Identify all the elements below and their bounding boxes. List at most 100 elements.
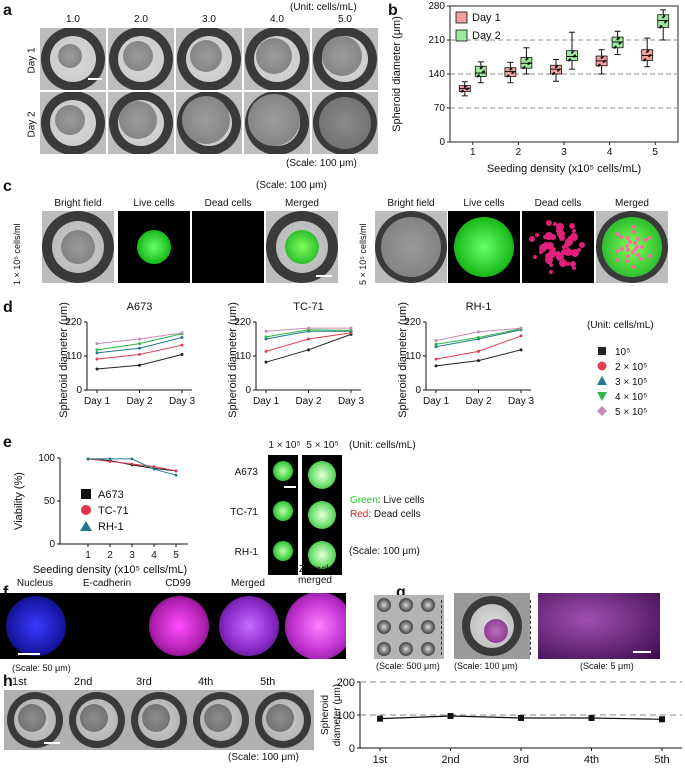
data-point [512,70,515,74]
x-tick-label: Day 2 [465,396,492,407]
y-tick-label: 280 [428,1,445,12]
dead-cell-dot [556,230,565,239]
dead-cell-dot [549,270,554,275]
data-point [660,25,663,28]
legend-marker [597,406,607,416]
spheroid [80,704,108,732]
panel-g-surface-image [538,593,660,659]
data-point [108,457,112,461]
chart-e: 0 50 100 1 2 3 4 5 A673 TC-71 RH-1 Viability (%) See… [13,453,188,576]
panel-e-scale: (Scale: 100 μm) [349,546,420,557]
x-tick-label: Day 3 [508,396,535,407]
x-tick-label: 5 [652,147,658,158]
dead-cell-dot [547,249,556,258]
box [566,50,578,61]
panel-d-unit: (Unit: cells/mL) [587,320,654,331]
zoom-line [530,600,531,655]
panel-f-spheroid-3 [149,596,209,656]
panel-h-col-1: 1st [12,676,27,688]
panel-e-image-small [268,455,298,495]
panel-a-unit: (Unit: cells/mL) [290,2,357,13]
data-point [180,331,184,335]
data-point [461,89,464,93]
y-axis-label-2: diameter (μm) [332,684,343,746]
panel-a-scale: (Scale: 100 μm) [286,158,357,169]
data-point [518,714,524,721]
dead-cell-dot [625,243,630,248]
merged-spheroid [285,230,319,264]
y-tick-label: 70 [434,103,446,114]
x-tick-label: 4 [607,147,613,158]
dead-cell-dot [546,242,555,251]
data-point [264,337,268,341]
legend-marker [81,489,91,499]
data-point [95,351,99,355]
microwell [421,642,435,656]
panel-h-image-1 [4,690,66,750]
y-tick-label: 0 [76,385,82,396]
microwell [377,620,391,634]
merged-image [596,211,668,283]
scale-bar [88,78,102,80]
panel-d-title: TC-71 [293,301,324,313]
dead-cell-dot [638,257,643,262]
panel-f-spheroid-5 [285,593,346,659]
bright-field-image [42,211,114,283]
legend-marker [80,521,92,531]
dead-cell-dot [631,230,636,235]
live-cells-image [118,211,190,283]
panel-label-g: g [396,584,406,601]
panel-h-image-3 [128,690,190,750]
chart-b: 0 70 140 210 280 1 2 3 4 5 Day 1 Day 2 Spheroid diam… [391,1,679,175]
x-tick-label: Day 2 [126,396,153,407]
panel-a-col-5: 5.0 [338,14,352,25]
data-point [477,74,480,77]
data-point [264,335,268,339]
spheroid [273,541,293,561]
x-tick-label: 1 [85,550,91,561]
legend-label: 5 × 10⁵ [615,407,647,418]
data-point [434,339,438,343]
spheroid [182,96,230,144]
data-point [477,349,480,353]
dead-cell-dot [553,222,558,227]
data-point [307,337,310,341]
panel-a-row-day1: Day 1 [26,47,38,74]
y-tick-label: 220 [65,317,82,328]
data-point [264,360,268,364]
data-point [130,462,134,466]
legend-label: 3 × 10⁵ [615,377,647,388]
dead-cell-dot [620,247,625,252]
dead-cell-dot [634,247,639,252]
panel-c-left-head-4: Merged [285,198,319,209]
spheroid [322,36,362,76]
data-point [477,330,480,334]
x-tick-label: 5 [173,550,179,561]
y-tick-label: 0 [349,743,355,755]
chart-d: A673 0 110 220 Day 1 Day 2 Day 3 Spheroid diame… [58,301,654,418]
legend-swatch [455,11,468,24]
live-cells [454,217,514,277]
dead-cells-image [192,211,264,283]
spheroid [308,501,336,529]
y-axis-label: Spheroid diameter (μm) [227,302,239,418]
panel-a-image-r2-c5 [312,92,378,154]
x-tick-label: 3 [561,147,567,158]
dead-cell-dot [647,254,652,259]
panel-a-image-r1-c1 [40,28,106,90]
panel-e-green-rest: : Live cells [377,495,425,506]
data-point [466,87,469,90]
legend-marker [597,376,607,385]
data-point [480,66,483,69]
legend-marker [597,361,607,371]
data-point [86,457,90,461]
legend-label: RH-1 [98,521,124,533]
legend-label: A673 [98,489,124,501]
data-point [555,65,559,68]
data-point [649,53,652,57]
legend-marker [598,347,606,355]
dead-cell-dot [576,247,581,252]
panel-h-col-3: 3rd [136,676,152,688]
data-point [349,326,353,330]
panel-c-row-label-right: 5 × 10⁵ cells/ml [358,223,368,285]
